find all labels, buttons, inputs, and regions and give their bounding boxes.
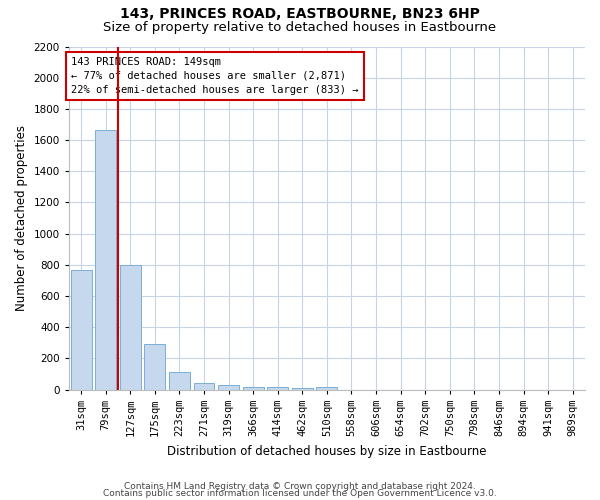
Bar bbox=[316, 386, 337, 390]
Y-axis label: Number of detached properties: Number of detached properties bbox=[15, 125, 28, 311]
Bar bbox=[169, 372, 190, 390]
Text: Size of property relative to detached houses in Eastbourne: Size of property relative to detached ho… bbox=[103, 21, 497, 34]
Text: Contains HM Land Registry data © Crown copyright and database right 2024.: Contains HM Land Registry data © Crown c… bbox=[124, 482, 476, 491]
Bar bbox=[268, 388, 288, 390]
Bar bbox=[292, 388, 313, 390]
Bar bbox=[120, 265, 141, 390]
Bar bbox=[243, 386, 263, 390]
Bar bbox=[145, 344, 166, 390]
X-axis label: Distribution of detached houses by size in Eastbourne: Distribution of detached houses by size … bbox=[167, 444, 487, 458]
Bar bbox=[218, 385, 239, 390]
Bar bbox=[95, 130, 116, 390]
Text: 143, PRINCES ROAD, EASTBOURNE, BN23 6HP: 143, PRINCES ROAD, EASTBOURNE, BN23 6HP bbox=[120, 8, 480, 22]
Bar bbox=[71, 270, 92, 390]
Bar bbox=[194, 384, 214, 390]
Text: 143 PRINCES ROAD: 149sqm
← 77% of detached houses are smaller (2,871)
22% of sem: 143 PRINCES ROAD: 149sqm ← 77% of detach… bbox=[71, 57, 359, 95]
Text: Contains public sector information licensed under the Open Government Licence v3: Contains public sector information licen… bbox=[103, 490, 497, 498]
